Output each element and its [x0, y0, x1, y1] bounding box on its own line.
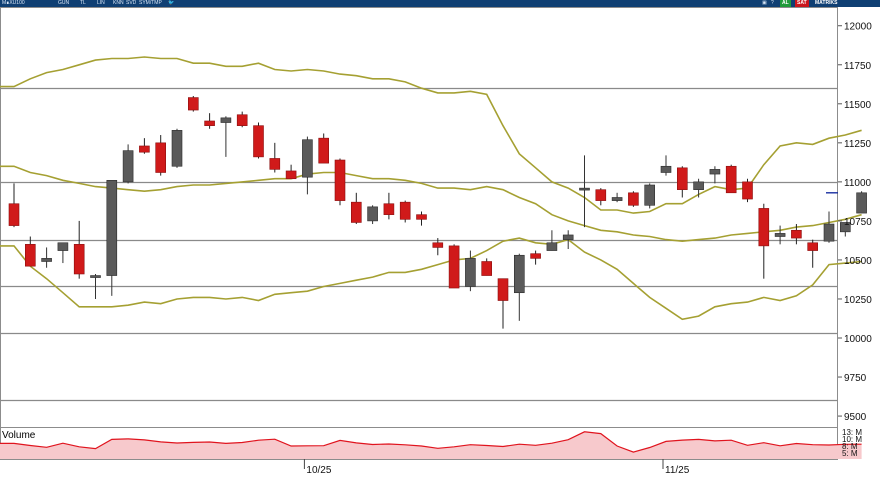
- candle-body-50: [823, 223, 835, 242]
- candle-body-4: [73, 244, 85, 275]
- candle-body-43: [709, 169, 721, 175]
- candle-body-48: [791, 229, 802, 239]
- upper-band-line: [0, 56, 862, 214]
- candle-body-12: [204, 120, 215, 126]
- y-tick-label-8: 11500: [844, 100, 872, 111]
- toolbar-item-template[interactable]: SYM/TMP: [139, 0, 162, 6]
- volume-axis-label-2: 8: M: [842, 442, 858, 451]
- candle-body-41: [676, 167, 688, 190]
- candle-body-29: [481, 261, 493, 276]
- candle-body-35: [579, 187, 590, 191]
- candle-body-14: [236, 114, 248, 126]
- candle-body-47: [774, 233, 786, 237]
- volume-area: [0, 431, 862, 459]
- toolbar-item-svd[interactable]: SVD: [126, 0, 137, 6]
- candle-body-45: [742, 181, 753, 200]
- brand-label: MATRIKS: [815, 0, 838, 6]
- candle-body-6: [106, 180, 118, 276]
- candle-body-22: [367, 206, 378, 222]
- buy-button[interactable]: AL: [780, 0, 791, 7]
- candle-body-42: [693, 181, 704, 190]
- candle-body-17: [285, 170, 297, 180]
- y-tick-label-0: 9500: [844, 412, 867, 423]
- y-tick-label-5: 10750: [844, 217, 872, 228]
- candle-body-20: [334, 159, 346, 201]
- candle-body-49: [807, 242, 819, 251]
- twitter-icon[interactable]: 🐦: [168, 0, 175, 6]
- x-tick-label-1: 11/25: [665, 465, 690, 476]
- y-tick-label-7: 11250: [844, 139, 872, 150]
- candle-body-44: [725, 165, 737, 194]
- volume-line: [0, 431, 862, 453]
- y-tick-label-1: 9750: [844, 373, 867, 384]
- candle-body-27: [448, 245, 460, 289]
- candle-body-46: [758, 208, 770, 247]
- candle-body-11: [188, 97, 199, 111]
- candle-body-52: [856, 192, 867, 214]
- candle-body-28: [465, 258, 476, 287]
- chart-area[interactable]: 9500 9750 10000 10250 10500 10750 11000 11250 11…: [0, 7, 880, 483]
- sell-button[interactable]: SAT: [795, 0, 809, 7]
- candle-body-1: [24, 244, 36, 267]
- candle-body-33: [546, 242, 558, 251]
- candle-body-2: [41, 258, 52, 262]
- candle-body-18: [302, 139, 313, 178]
- candle-body-5: [90, 275, 101, 278]
- help-icon[interactable]: ?: [771, 0, 774, 6]
- y-tick-label-9: 11750: [844, 61, 872, 72]
- volume-axis-label-1: 10: M: [842, 435, 862, 444]
- toolbar-item-linear[interactable]: LIN: [97, 0, 105, 6]
- x-tick-label-0: 10/25: [306, 465, 331, 476]
- candle-body-40: [660, 165, 672, 173]
- price-chart[interactable]: 9500 9750 10000 10250 10500 10750 11000 11250 11…: [0, 7, 880, 483]
- candle-body-3: [57, 242, 69, 251]
- symbol-label[interactable]: M∎XU100: [2, 0, 25, 6]
- candle-body-51: [839, 222, 851, 233]
- candle-body-26: [432, 242, 444, 248]
- candle-body-9: [155, 142, 166, 173]
- candle-body-32: [530, 253, 541, 259]
- candle-body-38: [628, 192, 639, 206]
- middle-band-line: [0, 165, 862, 243]
- toolbar-item-period[interactable]: GUN: [58, 0, 70, 6]
- y-tick-label-3: 10250: [844, 295, 872, 306]
- candle-body-0: [8, 203, 20, 226]
- volume-label: Volume: [2, 430, 36, 441]
- candle-body-10: [171, 130, 183, 167]
- y-tick-label-4: 10500: [844, 256, 872, 267]
- candle-body-7: [122, 150, 134, 183]
- candle-body-8: [139, 145, 150, 153]
- candle-body-13: [220, 117, 232, 123]
- candle-body-39: [644, 184, 656, 206]
- candle-body-30: [497, 278, 509, 301]
- candle-body-37: [611, 197, 623, 201]
- candle-body-34: [562, 234, 574, 240]
- volume-axis-label-0: 13: M: [842, 428, 862, 437]
- candle-body-23: [383, 203, 395, 215]
- candle-body-24: [399, 201, 411, 220]
- window-icon[interactable]: ▣: [762, 0, 767, 6]
- y-tick-label-10: 12000: [844, 22, 872, 33]
- toolbar-item-currency[interactable]: TL: [80, 0, 86, 6]
- candle-body-15: [253, 125, 264, 158]
- y-tick-label-2: 10000: [844, 334, 872, 345]
- candle-body-16: [269, 158, 281, 170]
- y-tick-label-6: 11000: [844, 178, 872, 189]
- volume-axis-label-3: 5: M: [842, 449, 858, 458]
- candle-body-25: [416, 214, 427, 220]
- candle-body-19: [318, 137, 330, 164]
- toolbar-item-knn[interactable]: KNN: [113, 0, 124, 6]
- candle-body-21: [350, 201, 362, 223]
- lower-band-line: [0, 237, 862, 321]
- candle-body-36: [595, 189, 607, 201]
- candle-body-31: [513, 254, 525, 294]
- toolbar: M∎XU100 GUN TL LIN KNN SVD SYM/TMP 🐦 ▣ ?…: [0, 0, 880, 7]
